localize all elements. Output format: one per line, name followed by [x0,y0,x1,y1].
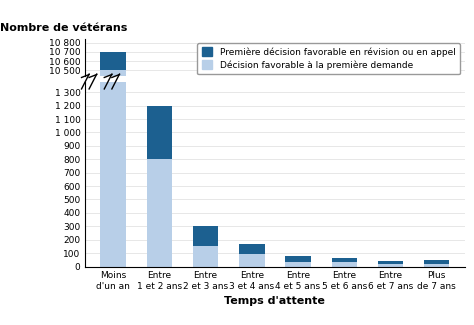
Bar [146,159,172,266]
Bar [100,71,126,325]
Text: Nombre de vétérans: Nombre de vétérans [0,23,128,33]
Bar [332,258,357,262]
Bar [100,0,126,266]
Bar [378,264,403,266]
Bar [239,254,264,266]
Bar [285,256,311,263]
Bar [193,226,218,246]
Bar [424,265,449,266]
Bar [285,263,311,266]
Bar [378,261,403,264]
Bar [100,52,126,71]
Bar [193,246,218,266]
Legend: Première décision favorable en révision ou en appel, Décision favorable à la pre: Première décision favorable en révision … [197,43,460,74]
X-axis label: Temps d'attente: Temps d'attente [225,296,325,306]
Bar [146,106,172,159]
Bar [424,260,449,265]
Bar [239,244,264,254]
Bar [332,262,357,266]
